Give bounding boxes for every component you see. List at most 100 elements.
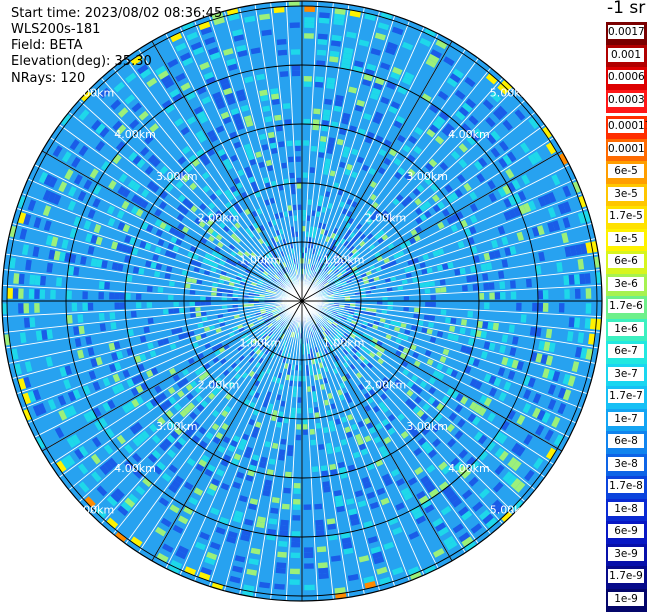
ppi-range-gate (568, 274, 575, 285)
ppi-range-gate (60, 114, 72, 126)
ppi-range-gate (394, 171, 403, 180)
ppi-range-gate (317, 39, 328, 46)
ppi-range-gate (177, 194, 186, 203)
ppi-range-gate (322, 325, 327, 330)
ppi-range-gate (435, 287, 441, 293)
ppi-range-gate (243, 451, 252, 459)
ppi-range-gate (192, 253, 199, 260)
ppi-range-gate (266, 391, 272, 398)
ppi-range-gate (360, 307, 366, 311)
ppi-range-gate (249, 158, 257, 166)
ppi-range-gate (295, 269, 298, 275)
ppi-range-gate (376, 487, 386, 496)
ppi-range-gate (342, 112, 351, 120)
ppi-range-gate (270, 306, 277, 310)
ppi-range-gate (533, 457, 544, 470)
ppi-range-gate (174, 441, 183, 450)
ppi-range-gate (313, 278, 318, 284)
ppi-range-gate (245, 315, 251, 319)
ppi-range-gate (395, 350, 402, 357)
ppi-range-gate (234, 365, 241, 373)
range-ring-label: 1.00km (323, 337, 365, 350)
ray-separator (301, 238, 596, 302)
ppi-range-gate (523, 202, 532, 213)
ppi-range-gate (126, 378, 135, 388)
ray-separator (301, 88, 515, 302)
ppi-range-gate (182, 198, 190, 206)
ppi-range-gate (102, 402, 111, 412)
ppi-range-gate (392, 526, 403, 536)
ppi-range-gate (316, 352, 320, 358)
ppi-range-gate (272, 312, 278, 316)
ppi-range-gate (177, 515, 189, 525)
ppi-range-gate (88, 409, 97, 420)
ppi-range-gate (378, 445, 387, 454)
ppi-range-gate (232, 435, 240, 443)
ppi-range-gate (490, 91, 502, 103)
ppi-range-gate (486, 134, 497, 145)
ppi-range-gate (131, 194, 140, 204)
ppi-range-gate (48, 249, 56, 260)
ppi-range-gate (255, 312, 262, 316)
ppi-range-gate (343, 234, 349, 240)
ppi-range-gate (129, 425, 139, 435)
ppi-range-gate (42, 189, 52, 202)
ppi-range-gate (258, 161, 265, 169)
ppi-range-gate (280, 251, 285, 257)
ppi-range-gate (417, 320, 424, 326)
ppi-range-gate (430, 49, 442, 59)
ppi-range-gate (514, 109, 526, 121)
ppi-range-gate (547, 221, 555, 233)
ppi-range-gate (236, 182, 243, 190)
ppi-range-gate (18, 212, 27, 224)
ppi-range-gate (204, 556, 216, 566)
ppi-range-gate (479, 488, 490, 499)
ppi-range-gate (212, 262, 219, 268)
ppi-range-gate (520, 142, 530, 154)
ppi-range-gate (324, 158, 331, 165)
ppi-range-gate (426, 267, 433, 274)
ppi-range-gate (168, 227, 177, 235)
ppi-range-gate (200, 296, 206, 301)
colorbar-swatch: 0.001 (606, 44, 647, 68)
ppi-range-gate (451, 390, 459, 399)
ppi-range-gate (392, 198, 400, 206)
ppi-range-gate (429, 315, 436, 321)
ray-separator (89, 88, 303, 302)
ppi-range-gate (201, 454, 210, 463)
ppi-range-gate (390, 101, 401, 110)
ppi-range-gate (431, 399, 440, 408)
ppi-range-gate (255, 227, 262, 234)
ppi-range-gate (73, 174, 83, 185)
ppi-range-gate (264, 261, 270, 267)
ppi-range-gate (437, 372, 445, 381)
ppi-range-gate (431, 424, 441, 433)
colorbar-tick-label: 3e-6 (608, 276, 644, 291)
azimuth-spoke (301, 40, 453, 302)
ppi-range-gate (150, 262, 157, 269)
ppi-range-gate (487, 322, 494, 330)
ppi-range-gate (356, 438, 365, 446)
ppi-range-gate (329, 170, 336, 177)
ppi-range-gate (312, 124, 320, 131)
ppi-range-gate (450, 224, 458, 233)
ppi-range-gate (345, 373, 351, 380)
ppi-range-gate (369, 180, 377, 189)
ppi-range-gate (250, 252, 257, 258)
ppi-range-gate (314, 503, 323, 510)
ppi-range-gate (577, 258, 585, 270)
ppi-range-gate (230, 261, 237, 267)
ray-separator (301, 253, 599, 302)
colorbar-tick-label: 1e-7 (608, 411, 644, 426)
ppi-range-gate (483, 373, 492, 383)
ppi-range-gate (177, 545, 189, 555)
ppi-range-gate (562, 389, 572, 401)
ppi-range-gate (248, 303, 254, 307)
ppi-range-gate (567, 375, 576, 387)
ppi-range-gate (329, 56, 339, 63)
ppi-range-gate (351, 320, 357, 325)
ppi-range-gate (99, 323, 106, 332)
ppi-range-gate (217, 148, 226, 157)
ppi-range-gate (390, 320, 397, 326)
ppi-range-gate (189, 411, 198, 420)
